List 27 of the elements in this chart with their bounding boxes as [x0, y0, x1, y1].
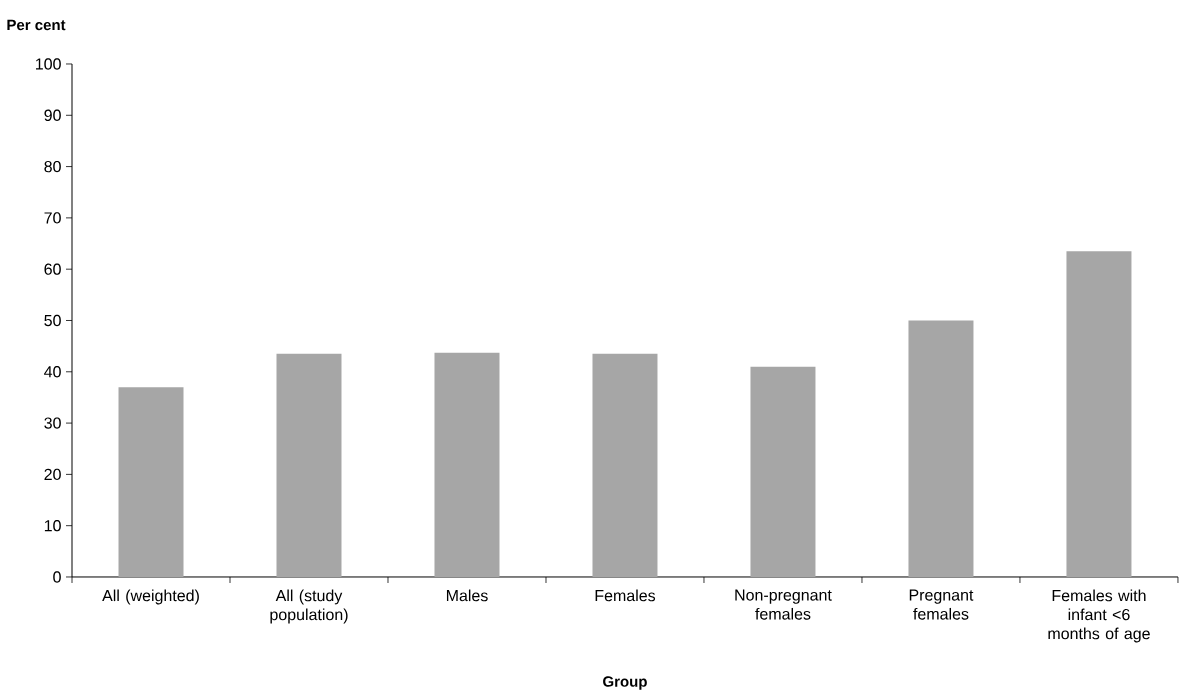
bar — [750, 366, 816, 577]
y-axis-title: Per cent — [7, 19, 66, 31]
y-tick-label: 80 — [44, 160, 61, 173]
y-tick-label: 20 — [44, 468, 61, 481]
x-tick-label: Pregnant females — [909, 589, 974, 620]
y-tick-label: 10 — [44, 520, 61, 532]
y-tick-label: 90 — [44, 109, 61, 121]
bar — [118, 387, 184, 577]
y-tick-label: 60 — [44, 263, 61, 275]
bar — [592, 353, 658, 577]
y-tick-label: 30 — [44, 417, 61, 429]
y-tick-label: 50 — [44, 314, 61, 327]
x-tick-label: Females with infant <6 months of age — [1048, 589, 1150, 643]
x-tick-label: Females — [595, 589, 656, 602]
x-tick-label: All (study population) — [270, 589, 348, 624]
x-axis-title: Group — [603, 676, 647, 690]
bar — [276, 353, 342, 577]
y-tick-label: 40 — [44, 366, 61, 378]
bar — [1066, 251, 1132, 577]
x-tick-label: All (weighted) — [102, 589, 199, 605]
y-tick-label: 70 — [44, 212, 61, 224]
x-tick-label: Males — [446, 589, 488, 602]
bar — [434, 352, 500, 577]
y-tick-label: 0 — [53, 571, 61, 583]
x-tick-label: Non-pregnant females — [735, 589, 832, 620]
y-tick-label: 100 — [36, 58, 61, 70]
bar — [908, 320, 974, 577]
